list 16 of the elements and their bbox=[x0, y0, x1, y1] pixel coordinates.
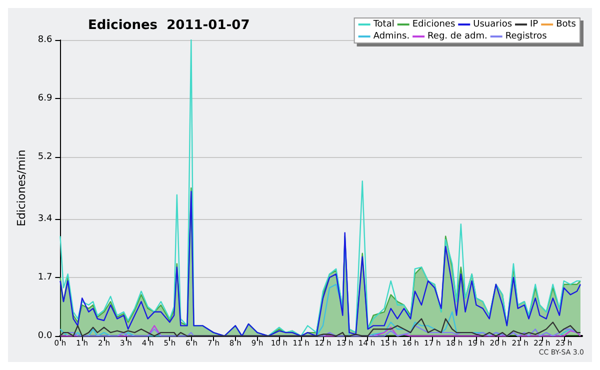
y-tick-label: 0.0 bbox=[38, 331, 52, 341]
y-tick-label: 8.6 bbox=[38, 35, 52, 45]
legend-label: Bots bbox=[556, 20, 576, 30]
legend-label: Reg. de adm. bbox=[428, 32, 488, 42]
y-tick-label: 6.9 bbox=[38, 94, 52, 104]
legend-label: Admins. bbox=[373, 32, 410, 42]
y-axis-title: Ediciones/min bbox=[15, 150, 28, 226]
legend-label: IP bbox=[530, 20, 539, 30]
y-tick-label: 1.7 bbox=[38, 272, 52, 282]
y-tick-label: 5.2 bbox=[38, 152, 52, 162]
legend-label: Registros bbox=[505, 32, 548, 42]
y-tick-label: 3.4 bbox=[38, 214, 52, 224]
legend-label: Ediciones bbox=[412, 20, 456, 30]
chart-title: Ediciones 2011-01-07 bbox=[88, 18, 250, 33]
legend-label: Total bbox=[372, 20, 394, 30]
legend-label: Usuarios bbox=[473, 20, 512, 30]
